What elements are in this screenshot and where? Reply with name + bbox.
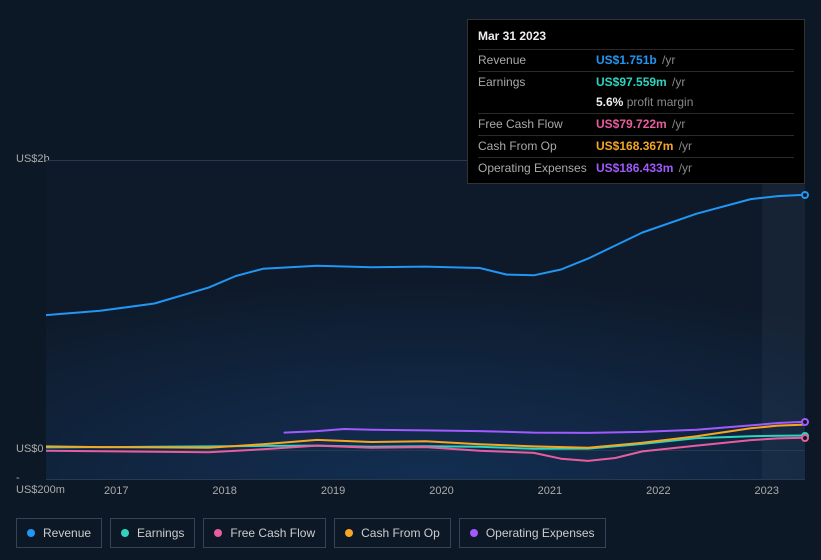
legend-item-label: Free Cash Flow (230, 526, 315, 540)
legend-dot-icon (214, 529, 222, 537)
legend-dot-icon (470, 529, 478, 537)
chart-container: Mar 31 2023 RevenueUS$1.751b /yrEarnings… (0, 0, 821, 560)
y-axis-tick-label: US$2b (16, 153, 50, 165)
tooltip-row-value: US$79.722m /yr (596, 114, 794, 136)
tooltip-row-label: Cash From Op (478, 135, 596, 157)
legend-item-opex[interactable]: Operating Expenses (459, 518, 606, 548)
tooltip-row-value: US$97.559m /yr (596, 71, 794, 92)
x-axis-tick-label: 2023 (755, 485, 779, 497)
chart-gridline (46, 479, 805, 480)
legend-dot-icon (345, 529, 353, 537)
chart-end-marker-revenue (801, 191, 809, 199)
chart-end-marker-opex (801, 418, 809, 426)
chart-legend: Revenue Earnings Free Cash Flow Cash From O… (16, 518, 805, 548)
x-axis-tick-label: 2020 (429, 485, 453, 497)
tooltip-row-value: US$1.751b /yr (596, 49, 794, 71)
legend-item-fcf[interactable]: Free Cash Flow (203, 518, 326, 548)
x-axis-tick-label: 2018 (212, 485, 236, 497)
chart-plot[interactable] (46, 160, 805, 479)
tooltip-row: Cash From OpUS$168.367m /yr (478, 135, 794, 157)
tooltip-row: Free Cash FlowUS$79.722m /yr (478, 114, 794, 136)
legend-dot-icon (27, 529, 35, 537)
x-axis-tick-label: 2019 (321, 485, 345, 497)
chart-area: US$2bUS$0-US$200m 2017201820192020202120… (16, 160, 805, 479)
tooltip-row-sub: 5.6% profit margin (478, 92, 794, 113)
chart-end-marker-fcf (801, 434, 809, 442)
y-axis-tick-label: US$0 (16, 443, 44, 455)
legend-item-revenue[interactable]: Revenue (16, 518, 102, 548)
legend-item-earnings[interactable]: Earnings (110, 518, 195, 548)
legend-dot-icon (121, 529, 129, 537)
legend-item-label: Cash From Op (361, 526, 440, 540)
tooltip-row-label: Revenue (478, 49, 596, 71)
tooltip-row-label: Free Cash Flow (478, 114, 596, 136)
tooltip-row: Operating ExpensesUS$186.433m /yr (478, 157, 794, 178)
chart-tooltip: Mar 31 2023 RevenueUS$1.751b /yrEarnings… (467, 19, 805, 184)
tooltip-table: RevenueUS$1.751b /yrEarningsUS$97.559m /… (478, 49, 794, 179)
x-axis-labels: 2017 2018 2019 2020 2021 2022 2023 (62, 485, 805, 501)
tooltip-row-label: Operating Expenses (478, 157, 596, 178)
tooltip-row-value: US$168.367m /yr (596, 135, 794, 157)
tooltip-row-value: US$186.433m /yr (596, 157, 794, 178)
x-axis-tick-label: 2021 (538, 485, 562, 497)
legend-item-cfo[interactable]: Cash From Op (334, 518, 451, 548)
chart-series-revenue (46, 195, 805, 315)
tooltip-row: EarningsUS$97.559m /yr (478, 71, 794, 92)
x-axis-tick-label: 2017 (104, 485, 128, 497)
legend-item-label: Operating Expenses (486, 526, 595, 540)
tooltip-title: Mar 31 2023 (478, 26, 794, 49)
tooltip-row-label: Earnings (478, 71, 596, 92)
x-axis-tick-label: 2022 (646, 485, 670, 497)
chart-lines-svg (46, 160, 805, 479)
legend-item-label: Revenue (43, 526, 91, 540)
legend-item-label: Earnings (137, 526, 184, 540)
chart-series-cfo (46, 425, 805, 448)
tooltip-row: RevenueUS$1.751b /yr (478, 49, 794, 71)
